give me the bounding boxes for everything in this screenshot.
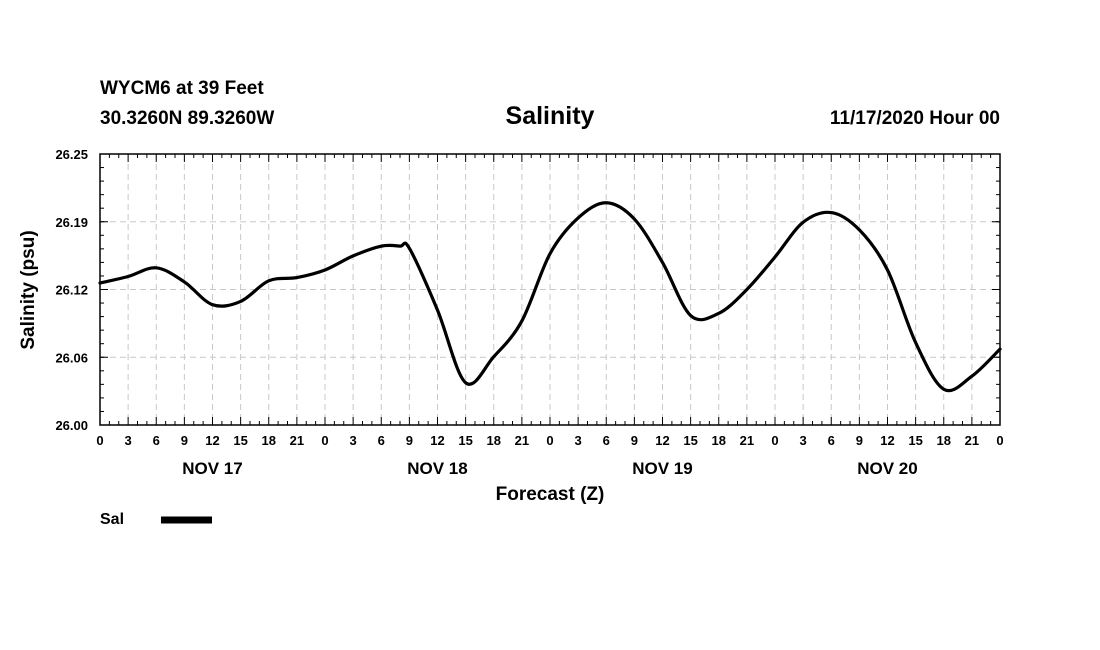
day-label: NOV 19 <box>632 459 692 478</box>
x-tick-label: 9 <box>856 433 863 448</box>
x-tick-label: 21 <box>290 433 304 448</box>
x-tick-label: 3 <box>350 433 357 448</box>
y-tick-label: 26.25 <box>55 147 88 162</box>
x-tick-label: 15 <box>458 433 472 448</box>
x-tick-label: 0 <box>321 433 328 448</box>
x-tick-label: 3 <box>800 433 807 448</box>
x-tick-label: 18 <box>487 433 501 448</box>
y-tick-labels: 26.00 26.06 26.12 26.19 26.25 <box>55 147 88 433</box>
x-tick-label: 0 <box>771 433 778 448</box>
y-tick-label: 26.19 <box>55 215 88 230</box>
y-tick-label: 26.12 <box>55 283 88 298</box>
x-tick-label: 15 <box>233 433 247 448</box>
coordinates-label: 30.3260N 89.3260W <box>100 108 274 129</box>
day-label: NOV 18 <box>407 459 467 478</box>
x-tick-label: 18 <box>262 433 276 448</box>
x-tick-label: 21 <box>965 433 979 448</box>
x-tick-label: 6 <box>153 433 160 448</box>
y-axis-title: Salinity (psu) <box>18 230 39 349</box>
x-tick-label: 21 <box>740 433 754 448</box>
legend-label: Sal <box>100 511 124 528</box>
x-tick-label: 9 <box>631 433 638 448</box>
plot-frame <box>99 153 1001 426</box>
y-tick-label: 26.06 <box>55 350 88 365</box>
x-tick-label: 21 <box>515 433 529 448</box>
x-tick-label: 6 <box>828 433 835 448</box>
y-tick-label: 26.00 <box>55 418 88 433</box>
x-tick-labels: 0 3 6 9 12 15 18 21 0 3 6 9 12 15 18 21 0 3 6 9 12 15 18 21 0 3 6 9… <box>96 433 1003 448</box>
x-tick-label: 12 <box>205 433 219 448</box>
chart-title: Salinity <box>506 102 595 130</box>
series-layer <box>98 201 1002 393</box>
grid-lines <box>100 154 1000 425</box>
x-tick-label: 18 <box>712 433 726 448</box>
x-tick-label: 12 <box>880 433 894 448</box>
x-tick-label: 0 <box>996 433 1003 448</box>
x-tick-label: 6 <box>378 433 385 448</box>
x-tick-label: 3 <box>125 433 132 448</box>
x-tick-label: 0 <box>96 433 103 448</box>
station-label: WYCM6 at 39 Feet <box>100 78 264 99</box>
x-tick-label: 12 <box>655 433 669 448</box>
x-tick-label: 15 <box>908 433 922 448</box>
x-tick-label: 9 <box>181 433 188 448</box>
day-label: NOV 20 <box>857 459 917 478</box>
x-tick-label: 15 <box>683 433 697 448</box>
forecast-datetime: 11/17/2020 Hour 00 <box>830 108 1000 129</box>
series-line-sal <box>98 201 1002 393</box>
x-tick-label: 12 <box>430 433 444 448</box>
x-tick-label: 9 <box>406 433 413 448</box>
day-labels: NOV 17 NOV 18 NOV 19 NOV 20 <box>182 459 917 478</box>
x-tick-label: 6 <box>603 433 610 448</box>
x-tick-label: 18 <box>937 433 951 448</box>
x-tick-label: 0 <box>546 433 553 448</box>
x-tick-label: 3 <box>575 433 582 448</box>
day-label: NOV 17 <box>182 459 242 478</box>
x-axis-title: Forecast (Z) <box>496 484 605 505</box>
